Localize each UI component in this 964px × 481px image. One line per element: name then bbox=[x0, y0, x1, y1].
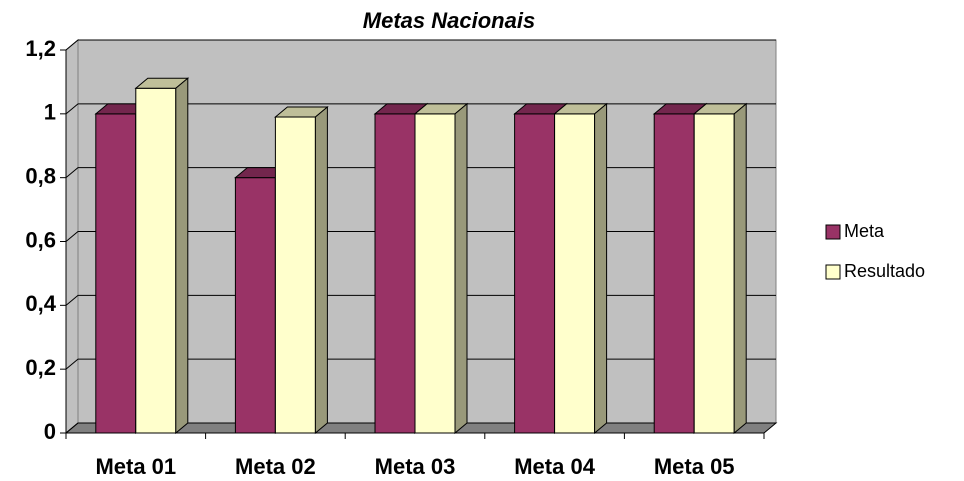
y-tick-label: 0,2 bbox=[25, 355, 56, 380]
bar-front bbox=[234, 177, 276, 434]
x-tick-label: Meta 03 bbox=[375, 454, 456, 479]
x-tick-label: Meta 04 bbox=[514, 454, 595, 479]
bar bbox=[692, 102, 748, 435]
bar-side bbox=[454, 102, 468, 435]
bar bbox=[134, 77, 190, 435]
y-tick-label: 1,2 bbox=[25, 36, 56, 61]
bar-front bbox=[514, 113, 556, 434]
bar bbox=[413, 102, 469, 435]
bar-side bbox=[733, 102, 747, 435]
bar-front bbox=[693, 113, 735, 434]
grid-line bbox=[65, 39, 776, 51]
bar-front bbox=[653, 113, 695, 434]
legend-swatch bbox=[825, 224, 841, 240]
y-tick-label: 1 bbox=[44, 100, 56, 125]
bar-front bbox=[554, 113, 596, 434]
bar-front bbox=[414, 113, 456, 434]
legend-label: Meta bbox=[844, 221, 885, 241]
y-tick-label: 0,4 bbox=[25, 291, 56, 316]
bar-front bbox=[135, 87, 177, 434]
bar-side bbox=[594, 102, 608, 435]
legend-swatch bbox=[825, 264, 841, 280]
bar bbox=[553, 102, 608, 435]
bar-front bbox=[374, 113, 416, 434]
x-tick-label: Meta 05 bbox=[654, 454, 735, 479]
chart-title: Metas Nacionais bbox=[363, 8, 535, 33]
x-tick-label: Meta 01 bbox=[95, 454, 176, 479]
bar-front bbox=[274, 116, 316, 434]
bar-side bbox=[175, 77, 189, 435]
x-tick-label: Meta 02 bbox=[235, 454, 316, 479]
y-tick-label: 0,8 bbox=[25, 163, 56, 188]
y-tick-label: 0 bbox=[44, 419, 56, 444]
y-tick-label: 0,6 bbox=[25, 227, 56, 252]
bar-front bbox=[95, 113, 137, 434]
bar-side bbox=[314, 105, 328, 435]
bar bbox=[274, 105, 329, 435]
legend-label: Resultado bbox=[844, 261, 925, 281]
